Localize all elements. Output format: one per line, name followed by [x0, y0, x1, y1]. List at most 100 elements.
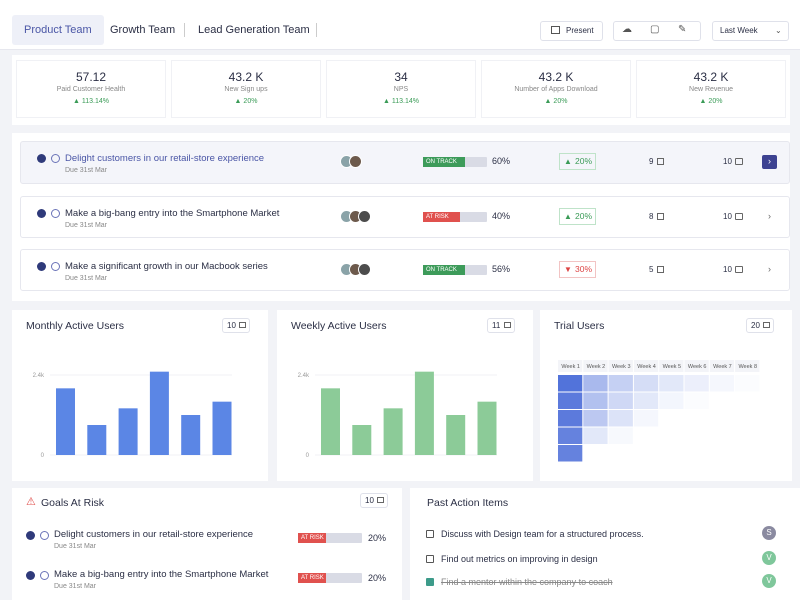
- tab[interactable]: Lead Generation Team: [198, 24, 310, 36]
- goal-row: [20, 249, 790, 291]
- goal-progress: 20%: [368, 573, 387, 583]
- goal-change: ▲ 20%: [559, 153, 596, 170]
- kpi-change: ▲ 20%: [699, 98, 723, 105]
- checkbox[interactable]: [426, 530, 434, 538]
- count-box: 10: [360, 493, 388, 508]
- comment-icon: [239, 322, 246, 328]
- action-text: Find out metrics on improving in design: [441, 554, 598, 564]
- kpi-change-text: 20%: [708, 98, 723, 105]
- kpi: 43.2 K New Revenue ▲ 20%: [636, 60, 786, 118]
- kpi-value: 43.2 K: [228, 70, 264, 84]
- goal-icon: [40, 531, 49, 540]
- goal-due: Due 31st Mar: [54, 583, 97, 590]
- avatar: [358, 263, 371, 276]
- count-box: 10: [222, 318, 250, 333]
- goal-progress: 20%: [368, 533, 387, 543]
- comment-icon: [377, 497, 384, 503]
- chart-card: [540, 310, 792, 481]
- card-title: Goals At Risk: [41, 497, 105, 509]
- comment-icon: [735, 213, 743, 220]
- row-chevron[interactable]: ›: [762, 155, 777, 169]
- comment-count: 10: [723, 157, 732, 166]
- count-text: 10: [227, 321, 236, 330]
- avatar: [358, 210, 371, 223]
- expand-icon: [37, 262, 46, 271]
- expand-icon: [37, 209, 46, 218]
- count-text: 20: [751, 321, 760, 330]
- card-title: Monthly Active Users: [26, 320, 125, 332]
- comment-count: 10: [723, 265, 732, 274]
- kpi-change-text: 20%: [553, 98, 568, 105]
- goal-change-text: 30%: [575, 264, 593, 274]
- count-box: 20: [746, 318, 774, 333]
- row-chevron[interactable]: ›: [768, 264, 771, 274]
- progress-track: [298, 533, 362, 543]
- trend-arrow: ▼: [564, 265, 572, 274]
- kpi: 34 NPS ▲ 113.14%: [326, 60, 476, 118]
- tab[interactable]: Product Team: [12, 15, 104, 45]
- goal-change: ▼ 30%: [559, 261, 596, 278]
- goal-due: Due 31st Mar: [65, 275, 108, 282]
- task-count: 9: [649, 157, 654, 166]
- card-title: Weekly Active Users: [291, 320, 387, 332]
- actions-card: [410, 488, 800, 600]
- kpi-label: NPS: [393, 86, 409, 93]
- icon-button[interactable]: ▢: [650, 24, 660, 35]
- checkbox[interactable]: [426, 555, 434, 563]
- goal-title: Make a big-bang entry into the Smartphon…: [65, 208, 280, 219]
- status-badge: ON TRACK: [423, 157, 465, 167]
- present-icon: [551, 26, 560, 34]
- action-text: Find a mentor within the company to coac…: [441, 577, 613, 587]
- goal-icon: [51, 209, 60, 218]
- goal-progress: 40%: [492, 211, 511, 221]
- icon-button[interactable]: ✎: [678, 24, 687, 35]
- goal-change: ▲ 20%: [559, 208, 596, 225]
- checkbox[interactable]: [426, 578, 434, 586]
- goal-change-text: 20%: [575, 211, 593, 221]
- warning-icon: ⚠: [26, 496, 36, 508]
- tab[interactable]: Growth Team: [110, 24, 176, 36]
- kpi-label: New Revenue: [689, 86, 733, 93]
- comment-icon: [504, 322, 511, 328]
- kpi-change-text: 113.14%: [391, 98, 419, 105]
- avatar: [349, 155, 362, 168]
- trend-arrow: ▲: [564, 212, 572, 221]
- row-chevron[interactable]: ›: [768, 211, 771, 221]
- comment-count: 10: [723, 212, 732, 221]
- goal-title: Make a big-bang entry into the Smartphon…: [54, 569, 269, 580]
- kpi-change-text: 113.14%: [81, 98, 109, 105]
- count-text: 11: [492, 321, 501, 330]
- task-count: 5: [649, 265, 654, 274]
- period-select[interactable]: Last Week ⌄: [712, 21, 789, 41]
- progress-track: [298, 573, 362, 583]
- kpi: 43.2 K Number of Apps Download ▲ 20%: [481, 60, 631, 118]
- action-text: Discuss with Design team for a structure…: [441, 529, 644, 539]
- count-box: 11: [487, 318, 515, 333]
- task-icon: [657, 158, 664, 165]
- card-title: Past Action Items: [427, 497, 509, 509]
- comment-icon: [735, 158, 743, 165]
- kpi-card: [12, 55, 790, 125]
- kpi-label: Paid Customer Health: [56, 86, 126, 93]
- goal-due: Due 31st Mar: [54, 543, 97, 550]
- status-badge: ON TRACK: [423, 265, 465, 275]
- assignee-avatar: V: [762, 574, 776, 588]
- goal-icon: [51, 262, 60, 271]
- status-badge: AT RISK: [423, 212, 460, 222]
- kpi-label: Number of Apps Download: [514, 86, 598, 93]
- status-badge: AT RISK: [298, 533, 326, 543]
- assignee-avatar: S: [762, 526, 776, 540]
- status-badge: AT RISK: [298, 573, 326, 583]
- task-icon: [657, 213, 664, 220]
- assignee-avatar: V: [762, 551, 776, 565]
- trend-arrow: ▲: [564, 157, 572, 166]
- expand-icon: [37, 154, 46, 163]
- goal-title: Delight customers in our retail-store ex…: [54, 529, 254, 540]
- kpi-change: ▲ 20%: [544, 98, 568, 105]
- task-count: 8: [649, 212, 654, 221]
- goal-change-text: 20%: [575, 156, 593, 166]
- icon-button[interactable]: ☁: [622, 24, 632, 35]
- present-button[interactable]: Present: [540, 21, 603, 41]
- goal-icon: [51, 154, 60, 163]
